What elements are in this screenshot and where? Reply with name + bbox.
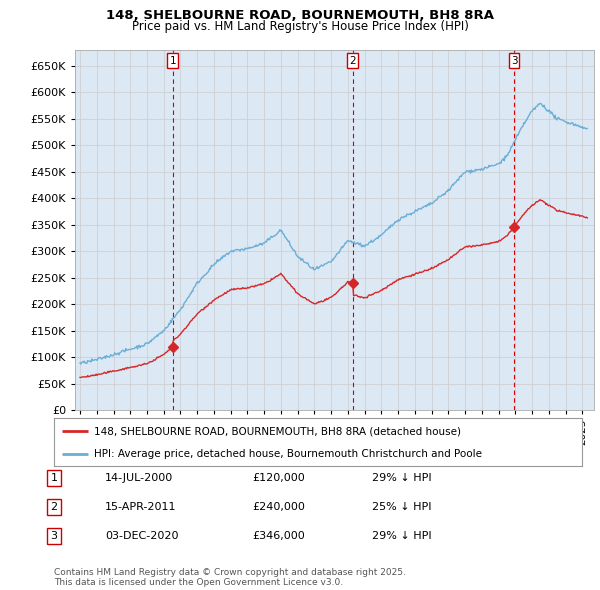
Text: 25% ↓ HPI: 25% ↓ HPI [372, 502, 431, 512]
Text: 15-APR-2011: 15-APR-2011 [105, 502, 176, 512]
Text: 2: 2 [349, 55, 356, 65]
Text: 3: 3 [511, 55, 517, 65]
Text: 1: 1 [50, 473, 58, 483]
Text: 3: 3 [50, 531, 58, 541]
Text: Price paid vs. HM Land Registry's House Price Index (HPI): Price paid vs. HM Land Registry's House … [131, 20, 469, 33]
Text: 29% ↓ HPI: 29% ↓ HPI [372, 473, 431, 483]
Text: 148, SHELBOURNE ROAD, BOURNEMOUTH, BH8 8RA (detached house): 148, SHELBOURNE ROAD, BOURNEMOUTH, BH8 8… [94, 426, 461, 436]
Text: £240,000: £240,000 [252, 502, 305, 512]
Text: £346,000: £346,000 [252, 531, 305, 541]
Text: 29% ↓ HPI: 29% ↓ HPI [372, 531, 431, 541]
Text: 14-JUL-2000: 14-JUL-2000 [105, 473, 173, 483]
Text: 1: 1 [169, 55, 176, 65]
Text: HPI: Average price, detached house, Bournemouth Christchurch and Poole: HPI: Average price, detached house, Bour… [94, 449, 482, 459]
Text: Contains HM Land Registry data © Crown copyright and database right 2025.
This d: Contains HM Land Registry data © Crown c… [54, 568, 406, 587]
Text: 03-DEC-2020: 03-DEC-2020 [105, 531, 179, 541]
Text: 148, SHELBOURNE ROAD, BOURNEMOUTH, BH8 8RA: 148, SHELBOURNE ROAD, BOURNEMOUTH, BH8 8… [106, 9, 494, 22]
Text: 2: 2 [50, 502, 58, 512]
Text: £120,000: £120,000 [252, 473, 305, 483]
